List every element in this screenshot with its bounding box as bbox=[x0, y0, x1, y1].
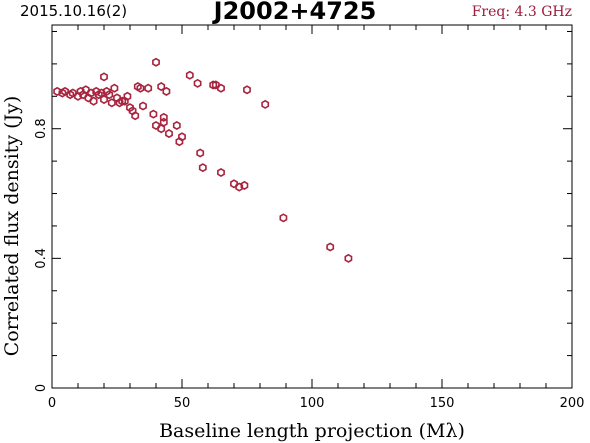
data-point bbox=[152, 120, 160, 130]
data-point bbox=[198, 163, 207, 173]
data-point bbox=[94, 90, 103, 100]
data-point bbox=[131, 111, 140, 121]
data-point bbox=[217, 83, 225, 93]
data-point bbox=[279, 213, 288, 223]
data-point bbox=[196, 148, 205, 158]
data-point bbox=[243, 85, 251, 95]
frequency-label: Freq: 4.3 GHz bbox=[471, 4, 572, 20]
x-tick-label: 200 bbox=[560, 396, 585, 411]
source-name-title: J2002+4725 bbox=[213, 0, 377, 25]
data-point bbox=[144, 83, 153, 93]
data-point bbox=[100, 72, 108, 82]
y-axis-label: Correlated flux density (Jy) bbox=[1, 96, 23, 357]
data-point bbox=[89, 96, 98, 106]
data-point bbox=[58, 88, 67, 98]
x-tick-label: 0 bbox=[48, 396, 56, 411]
data-point bbox=[178, 132, 186, 142]
data-point bbox=[344, 253, 353, 263]
data-point bbox=[217, 167, 225, 177]
data-point bbox=[159, 117, 168, 127]
data-point bbox=[326, 242, 335, 252]
x-axis-label: Baseline length projection (Mλ) bbox=[159, 420, 465, 442]
data-point bbox=[211, 80, 220, 90]
data-point bbox=[230, 179, 238, 189]
x-tick-label: 150 bbox=[430, 396, 455, 411]
data-point bbox=[185, 70, 194, 80]
data-point bbox=[136, 83, 145, 93]
data-point bbox=[61, 86, 69, 96]
data-point bbox=[159, 112, 168, 122]
data-point bbox=[152, 57, 160, 67]
data-point bbox=[149, 109, 158, 119]
data-point bbox=[261, 99, 270, 109]
axis-ticks bbox=[51, 25, 573, 389]
data-point bbox=[209, 80, 218, 90]
data-point bbox=[115, 98, 124, 108]
data-point bbox=[172, 120, 181, 130]
data-point bbox=[193, 78, 202, 88]
y-tick-label: 0.4 bbox=[34, 248, 49, 269]
data-point bbox=[53, 86, 62, 96]
y-tick-label: 0.8 bbox=[34, 118, 49, 139]
data-point bbox=[165, 129, 173, 139]
data-point bbox=[87, 88, 95, 98]
data-point bbox=[105, 90, 114, 100]
data-point bbox=[123, 91, 132, 101]
data-point bbox=[66, 90, 75, 100]
data-point bbox=[162, 86, 171, 96]
plot-frame bbox=[51, 24, 573, 389]
x-tick-label: 100 bbox=[300, 396, 325, 411]
data-point bbox=[240, 180, 249, 190]
data-point bbox=[81, 85, 90, 95]
y-tick-label: 0 bbox=[34, 384, 49, 392]
data-point bbox=[157, 82, 166, 92]
data-points bbox=[53, 57, 353, 263]
data-point bbox=[68, 88, 77, 98]
data-point bbox=[235, 182, 244, 192]
axis-tick-labels: 0 50 100 150 200 0 0.4 0.8 bbox=[34, 118, 584, 411]
x-tick-label: 50 bbox=[174, 396, 191, 411]
data-point bbox=[139, 101, 147, 111]
observation-date-label: 2015.10.16(2) bbox=[20, 2, 128, 20]
data-point bbox=[157, 124, 166, 134]
data-point bbox=[110, 83, 119, 93]
